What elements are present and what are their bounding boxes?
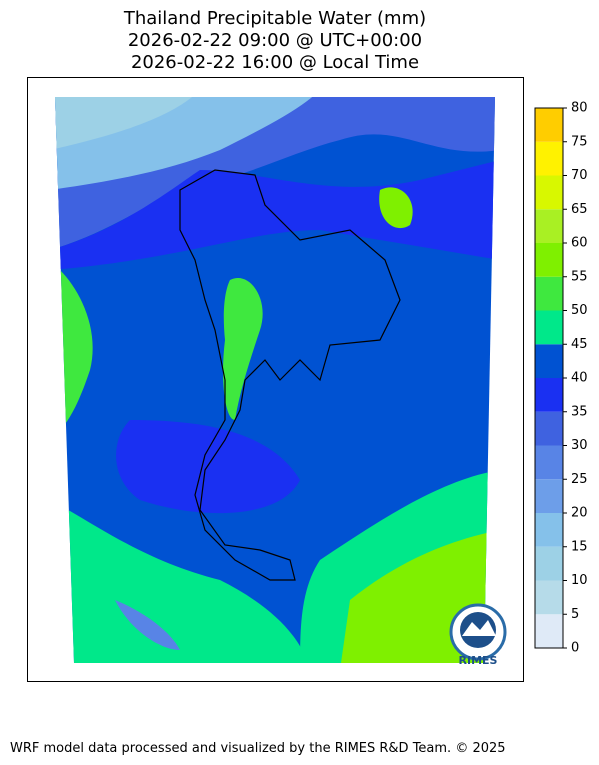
colorbar-segment [535, 445, 563, 480]
colorbar-tick-label: 10 [571, 573, 588, 588]
colorbar-segment [535, 614, 563, 648]
colorbar-tick-label: 45 [571, 337, 588, 352]
footer: WRF model data processed and visualized … [10, 741, 506, 756]
colorbar-segment [535, 411, 563, 446]
colorbar-segment [535, 310, 563, 345]
colorbar-segment [535, 141, 563, 176]
colorbar-tick-label: 60 [571, 236, 588, 251]
title-line: 2026-02-22 16:00 @ Local Time [131, 52, 419, 73]
field [55, 97, 495, 663]
colorbar-tick-label: 80 [571, 101, 588, 116]
colorbar-tick-label: 35 [571, 404, 588, 419]
colorbar-tick-label: 0 [571, 641, 579, 656]
colorbar-segment [535, 243, 563, 277]
colorbar-segment [535, 513, 563, 547]
colorbar-segment [535, 209, 563, 243]
logo-text: RIMES [459, 654, 498, 667]
colorbar-tick-label: 55 [571, 269, 588, 284]
colorbar-tick-label: 65 [571, 202, 588, 217]
colorbar-segment [535, 546, 563, 581]
colorbar-segment [535, 344, 563, 378]
colorbar-tick-label: 15 [571, 539, 588, 554]
colorbar-tick-label: 25 [571, 472, 588, 487]
colorbar-tick-label: 50 [571, 303, 588, 318]
colorbar: 0 5 10 15 20 25 30 35 40 45 50 55 60 65 70 75 80 [534, 101, 588, 656]
colorbar-tick-label: 40 [571, 371, 588, 386]
colorbar-segment [535, 108, 563, 142]
map: RIMES [27, 77, 524, 682]
colorbar-tick-label: 70 [571, 168, 588, 183]
title-line: Thailand Precipitable Water (mm) [123, 8, 426, 29]
colorbar-tick-label: 20 [571, 506, 588, 521]
country-outline [179, 169, 401, 581]
colorbar-segment [535, 175, 563, 210]
colorbar-segment [535, 479, 563, 513]
colorbar-tick-label: 5 [571, 607, 579, 622]
colorbar-tick-label: 30 [571, 438, 588, 453]
logo: RIMES [449, 603, 507, 667]
colorbar-segment [535, 580, 563, 615]
colorbar-tick-label: 75 [571, 134, 588, 149]
title-line: 2026-02-22 09:00 @ UTC+00:00 [128, 30, 422, 51]
colorbar-segment [535, 276, 563, 311]
colorbar-segment [535, 378, 563, 412]
